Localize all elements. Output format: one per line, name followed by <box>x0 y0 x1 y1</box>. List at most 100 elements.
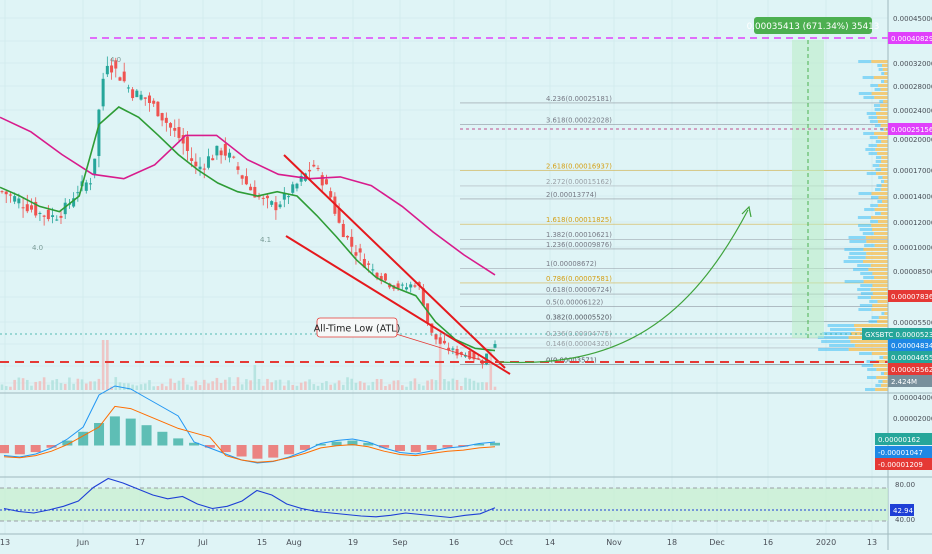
volume-bar <box>202 379 206 390</box>
volume-profile-bar <box>877 152 888 155</box>
candle-body <box>105 65 109 75</box>
volume-bar <box>384 386 387 390</box>
x-tick-label: Jun <box>76 538 90 547</box>
volume-profile-bar <box>859 304 873 307</box>
volume-bar <box>215 377 219 390</box>
volume-profile-bar <box>866 112 877 115</box>
volume-profile-bar <box>848 256 866 259</box>
volume-profile-bar <box>879 100 884 103</box>
macd-hist-bar <box>442 445 453 448</box>
volume-bar <box>0 384 4 390</box>
y-tick-label: 0.00017000 <box>893 167 932 175</box>
candle-body <box>228 152 232 158</box>
macd-hist-bar <box>458 445 469 447</box>
volume-profile-bar <box>821 340 851 343</box>
candle-body <box>190 158 194 161</box>
volume-profile-bar <box>868 320 878 323</box>
x-tick-label: Nov <box>606 538 622 547</box>
macd-hist-bar <box>46 445 57 448</box>
volume-profile-bar <box>873 76 888 79</box>
candle-body <box>232 156 236 158</box>
candle-body <box>185 136 189 151</box>
volume-bar <box>257 379 261 390</box>
fib-level-label: 0.382(0.00005520) <box>546 314 612 322</box>
volume-bar <box>165 386 168 390</box>
candle-body <box>131 89 135 99</box>
candle-body <box>42 215 46 217</box>
volume-profile-bar <box>858 224 872 227</box>
volume-profile-bar <box>850 340 888 343</box>
volume-bar <box>270 382 273 390</box>
candle-body <box>430 323 434 333</box>
candle-body <box>291 184 295 193</box>
candle-body <box>350 236 354 247</box>
volume-profile-bar <box>874 88 881 91</box>
volume-bar <box>224 379 227 390</box>
candle-body <box>135 90 139 98</box>
candle-body <box>13 196 17 202</box>
volume-profile-bar <box>864 208 875 211</box>
volume-profile-bar <box>874 124 881 127</box>
macd-hist-bar <box>173 438 184 446</box>
fib-level-label: 2.618(0.00016937) <box>546 163 612 171</box>
volume-bar <box>304 381 307 390</box>
candle-body <box>464 355 468 357</box>
volume-profile-bar <box>827 324 855 327</box>
volume-profile-bar <box>818 348 849 351</box>
volume-profile-bar <box>872 228 888 231</box>
volume-bar <box>396 380 400 390</box>
macd-badge-box <box>875 433 932 445</box>
volume-bar <box>283 385 286 390</box>
volume-profile-bar <box>884 80 888 83</box>
candle-body <box>181 135 185 144</box>
fib-level-label: 1.382(0.00010621) <box>546 231 612 239</box>
candle-body <box>4 191 8 195</box>
x-tick-label: Sep <box>392 538 407 547</box>
volume-bar <box>459 386 463 390</box>
volume-profile-bar <box>875 156 882 159</box>
volume-bar <box>228 377 231 390</box>
volume-bar <box>139 384 143 390</box>
volume-profile-bar <box>875 360 888 363</box>
volume-profile-bar <box>872 284 888 287</box>
volume-bar <box>422 385 425 390</box>
volume-profile-bar <box>829 344 855 347</box>
volume-profile-bar <box>876 184 882 187</box>
volume-profile-bar <box>866 172 877 175</box>
ema-slow-line <box>0 116 496 276</box>
volume-bar <box>342 384 345 390</box>
small-label-3: 4.1 <box>260 236 271 244</box>
macd-hist-bar <box>78 431 89 446</box>
candle-body <box>476 358 480 360</box>
y-tick-label: 0.00012000 <box>893 219 932 227</box>
candle-body <box>160 113 164 121</box>
volume-profile-bar <box>822 332 851 335</box>
volume-profile-bar <box>881 184 888 187</box>
volume-profile-bar <box>884 180 888 183</box>
volume-bar <box>371 381 375 390</box>
candle-body <box>211 158 215 161</box>
macd-badge-label: 0.00000162 <box>878 436 920 444</box>
fib-level-label: 0.618(0.00006724) <box>546 286 612 294</box>
candle-body <box>367 263 371 265</box>
target-label-box <box>754 17 872 34</box>
x-tick-label: Oct <box>499 538 513 547</box>
volume-bar <box>51 380 54 390</box>
volume-profile-bar <box>882 64 888 67</box>
volume-bar <box>131 384 134 390</box>
candle-body <box>164 117 168 123</box>
target-label: 0.00035413 (671.34%) 35413 <box>747 22 880 32</box>
volume-bar <box>89 381 92 390</box>
volume-profile-bar <box>867 368 877 371</box>
volume-profile-bar <box>880 372 885 375</box>
y-tick-label: 0.00010000 <box>893 244 932 252</box>
time-axis[interactable]: 13 Jun 17 Jul 15 Aug 19 Sep 16 Oct 14 Nov 18 Dec 16 202… <box>0 538 877 547</box>
candle-body <box>122 71 126 82</box>
volume-profile-bar <box>863 276 875 279</box>
fib-level-label: 4.236(0.00025181) <box>546 95 612 103</box>
volume-profile-bar <box>853 268 869 271</box>
volume-profile-bar <box>875 168 881 171</box>
candle-body <box>194 161 198 167</box>
candle-body <box>337 208 341 223</box>
volume-bar <box>346 377 349 390</box>
